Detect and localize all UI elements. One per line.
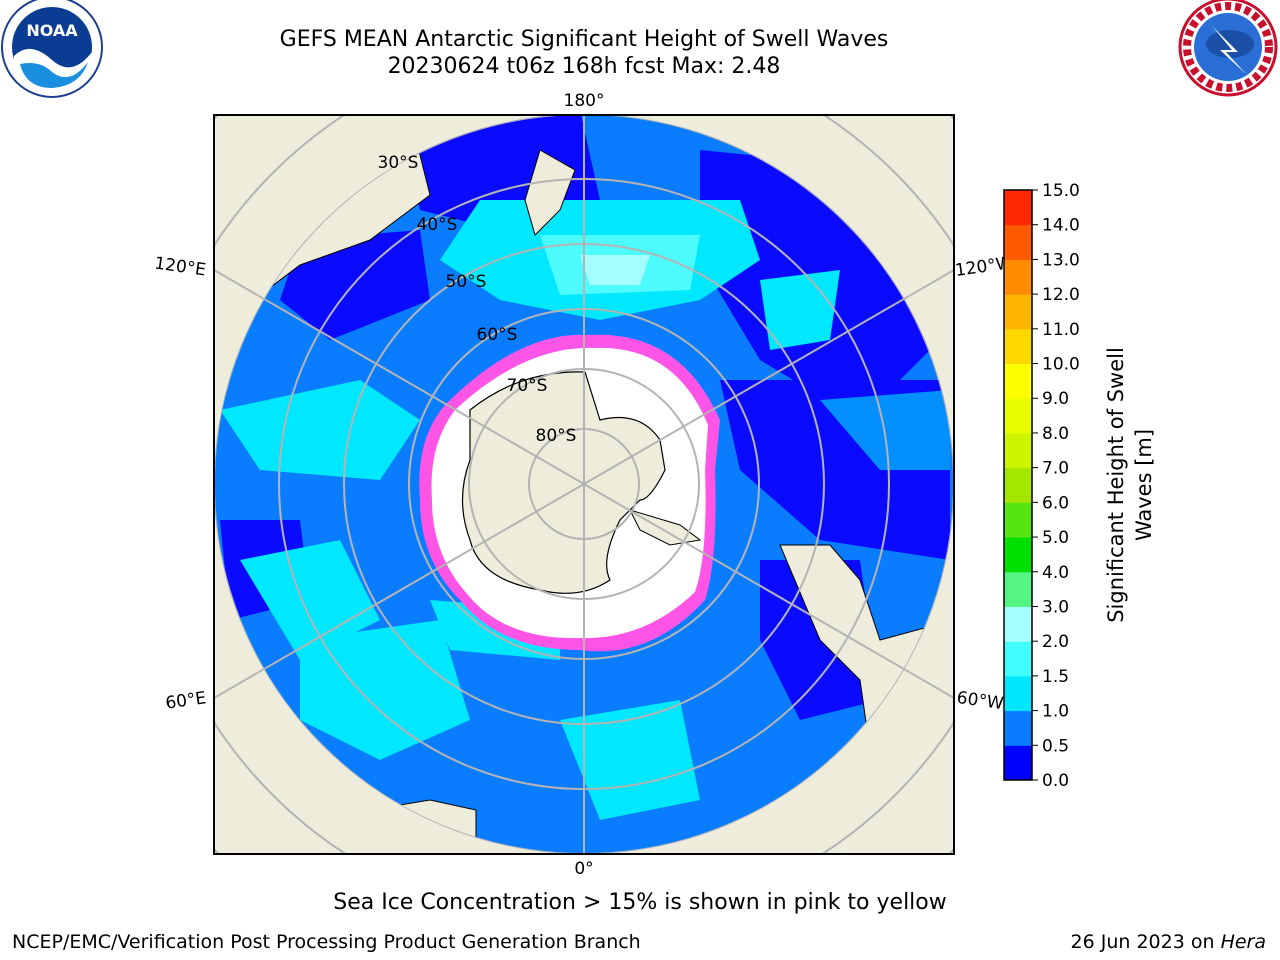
colorbar-segment xyxy=(1004,294,1032,330)
lon-label-120e: 120°E xyxy=(153,254,207,281)
noaa-logo-text: NOAA xyxy=(26,21,78,40)
colorbar-segment xyxy=(1004,259,1032,295)
footer-branch: NCEP/EMC/Verification Post Processing Pr… xyxy=(12,931,641,953)
colorbar-segment xyxy=(1004,502,1032,538)
colorbar-tick-label: 1.5 xyxy=(1042,667,1069,687)
colorbar-segment xyxy=(1004,328,1032,365)
colorbar-segment xyxy=(1004,571,1032,607)
colorbar-tick-label: 15.0 xyxy=(1042,181,1080,201)
colorbar-title-line1: Significant Height of Swell xyxy=(1104,347,1128,623)
lat-label-50s: 50°S xyxy=(446,272,487,292)
colorbar-segment xyxy=(1004,745,1032,781)
lat-label-70s: 70°S xyxy=(507,376,548,396)
colorbar-segment xyxy=(1004,641,1032,677)
lon-label-180: 180° xyxy=(564,91,605,111)
noaa-logo-icon: NOAA xyxy=(1,0,103,98)
colorbar-tick-label: 3.0 xyxy=(1042,597,1069,617)
colorbar-tick-label: 0.5 xyxy=(1042,736,1069,756)
colorbar-tick-label: 1.0 xyxy=(1042,702,1069,722)
colorbar-segment xyxy=(1004,224,1032,260)
footer-date-text: 26 Jun 2023 on xyxy=(1070,931,1221,953)
colorbar-title-line2: Waves [m] xyxy=(1132,429,1156,541)
colorbar-tick-label: 8.0 xyxy=(1042,424,1069,444)
colorbar-tick-label: 2.0 xyxy=(1042,632,1069,652)
colorbar: 0.0 0.5 1.0 1.5 2.0 3.0 4.0 5.0 6.0 7.0 8.0 9.0 10.0… xyxy=(1003,181,1080,791)
lon-label-60w: 60°W xyxy=(955,688,1004,714)
map-frame xyxy=(213,114,955,855)
colorbar-segment xyxy=(1004,398,1032,434)
colorbar-tick-label: 12.0 xyxy=(1042,285,1080,305)
title-line-1: GEFS MEAN Antarctic Significant Height o… xyxy=(279,27,889,52)
colorbar-tick-label: 13.0 xyxy=(1042,250,1080,270)
lat-label-40s: 40°S xyxy=(417,215,458,235)
lon-label-0: 0° xyxy=(574,859,593,879)
colorbar-tick-label: 9.0 xyxy=(1042,389,1069,409)
footer-host: Hera xyxy=(1220,931,1266,953)
lat-label-80s: 80°S xyxy=(536,426,577,446)
colorbar-segment xyxy=(1004,190,1032,226)
colorbar-tick-label: 0.0 xyxy=(1042,771,1069,791)
colorbar-frame xyxy=(1003,189,1033,781)
lat-label-30s: 30°S xyxy=(378,153,419,173)
colorbar-segment xyxy=(1004,606,1032,642)
colorbar-tick-label: 5.0 xyxy=(1042,528,1069,548)
colorbar-tick-label: 11.0 xyxy=(1042,320,1080,340)
lon-label-60e: 60°E xyxy=(164,688,207,713)
colorbar-segment xyxy=(1004,675,1032,712)
colorbar-tick-label: 6.0 xyxy=(1042,493,1069,513)
lat-label-60s: 60°S xyxy=(477,325,518,345)
colorbar-tick-label: 14.0 xyxy=(1042,216,1080,236)
colorbar-segment xyxy=(1004,537,1032,573)
colorbar-segment xyxy=(1004,432,1032,469)
footer-date: 26 Jun 2023 on Hera xyxy=(1071,931,1266,953)
sea-ice-note: Sea Ice Concentration > 15% is shown in … xyxy=(333,890,947,915)
colorbar-tick-label: 4.0 xyxy=(1042,563,1069,583)
colorbar-tick-label: 10.0 xyxy=(1042,355,1080,375)
colorbar-segment xyxy=(1004,467,1032,503)
longitude-gridlines xyxy=(214,115,954,854)
nws-logo-icon xyxy=(1178,0,1278,97)
colorbar-tick-label: 7.0 xyxy=(1042,459,1069,479)
colorbar-segment xyxy=(1004,710,1032,746)
colorbar-segment xyxy=(1004,363,1032,399)
title-line-2: 20230624 t06z 168h fcst Max: 2.48 xyxy=(387,54,781,79)
